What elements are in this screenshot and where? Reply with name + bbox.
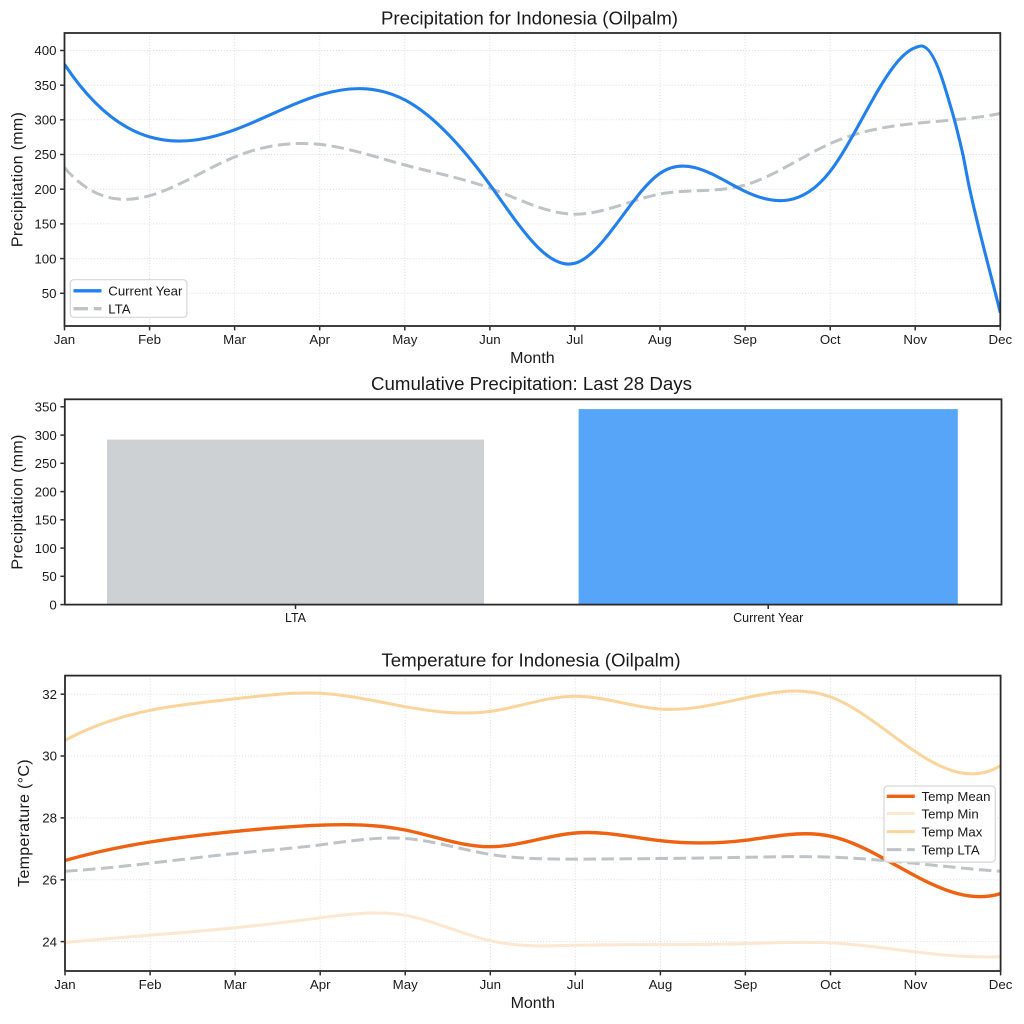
- svg-text:300: 300: [34, 113, 56, 128]
- svg-text:Nov: Nov: [904, 977, 928, 992]
- svg-text:Mar: Mar: [223, 332, 246, 347]
- svg-text:Oct: Oct: [820, 977, 841, 992]
- svg-text:Temp Max: Temp Max: [922, 824, 983, 839]
- svg-text:Temperature (°C): Temperature (°C): [16, 759, 33, 887]
- svg-text:Temperature for Indonesia (Oil: Temperature for Indonesia (Oilpalm): [381, 650, 680, 671]
- svg-text:Nov: Nov: [903, 332, 927, 347]
- svg-text:Feb: Feb: [138, 332, 161, 347]
- svg-text:200: 200: [35, 484, 57, 499]
- svg-text:May: May: [392, 332, 417, 347]
- svg-text:50: 50: [42, 286, 57, 301]
- svg-text:Oct: Oct: [820, 332, 841, 347]
- svg-text:200: 200: [34, 182, 56, 197]
- svg-text:Jan: Jan: [54, 332, 75, 347]
- svg-text:Feb: Feb: [139, 977, 162, 992]
- svg-text:28: 28: [42, 811, 57, 826]
- svg-text:Current Year: Current Year: [108, 284, 183, 299]
- svg-text:Jun: Jun: [480, 977, 501, 992]
- svg-text:24: 24: [42, 934, 57, 949]
- svg-text:Jan: Jan: [54, 977, 75, 992]
- svg-text:Precipitation (mm): Precipitation (mm): [10, 112, 27, 247]
- svg-text:350: 350: [35, 400, 57, 415]
- svg-text:Jul: Jul: [567, 977, 584, 992]
- svg-text:50: 50: [42, 569, 57, 584]
- svg-text:Aug: Aug: [649, 977, 673, 992]
- svg-text:Temp LTA: Temp LTA: [922, 842, 980, 857]
- svg-text:350: 350: [34, 78, 56, 93]
- svg-text:26: 26: [42, 873, 57, 888]
- svg-text:100: 100: [34, 251, 56, 266]
- svg-text:0: 0: [49, 597, 56, 612]
- svg-text:250: 250: [34, 147, 56, 162]
- svg-text:Precipitation for Indonesia (O: Precipitation for Indonesia (Oilpalm): [381, 7, 678, 28]
- svg-text:Sep: Sep: [733, 332, 757, 347]
- svg-text:Mar: Mar: [224, 977, 247, 992]
- svg-text:32: 32: [42, 687, 57, 702]
- svg-text:Cumulative Precipitation: Last: Cumulative Precipitation: Last 28 Days: [371, 373, 692, 394]
- svg-text:May: May: [393, 977, 418, 992]
- svg-text:Sep: Sep: [734, 977, 758, 992]
- svg-text:Dec: Dec: [989, 977, 1013, 992]
- svg-text:Current Year: Current Year: [733, 611, 803, 625]
- svg-text:Apr: Apr: [310, 977, 331, 992]
- svg-text:Jul: Jul: [566, 332, 583, 347]
- svg-text:Apr: Apr: [309, 332, 330, 347]
- svg-text:Jun: Jun: [479, 332, 500, 347]
- svg-text:30: 30: [42, 749, 57, 764]
- svg-text:100: 100: [35, 541, 57, 556]
- svg-text:Month: Month: [510, 350, 554, 367]
- svg-text:400: 400: [34, 43, 56, 58]
- svg-text:LTA: LTA: [285, 611, 307, 625]
- svg-text:Temp Mean: Temp Mean: [922, 789, 991, 804]
- svg-text:300: 300: [35, 428, 57, 443]
- svg-text:Month: Month: [511, 995, 555, 1012]
- svg-text:150: 150: [34, 217, 56, 232]
- svg-text:250: 250: [35, 456, 57, 471]
- svg-text:Precipitation (mm): Precipitation (mm): [10, 434, 27, 569]
- svg-text:Dec: Dec: [988, 332, 1012, 347]
- svg-text:Aug: Aug: [648, 332, 672, 347]
- svg-text:Temp Min: Temp Min: [922, 806, 979, 821]
- svg-text:LTA: LTA: [108, 302, 130, 317]
- svg-text:150: 150: [35, 513, 57, 528]
